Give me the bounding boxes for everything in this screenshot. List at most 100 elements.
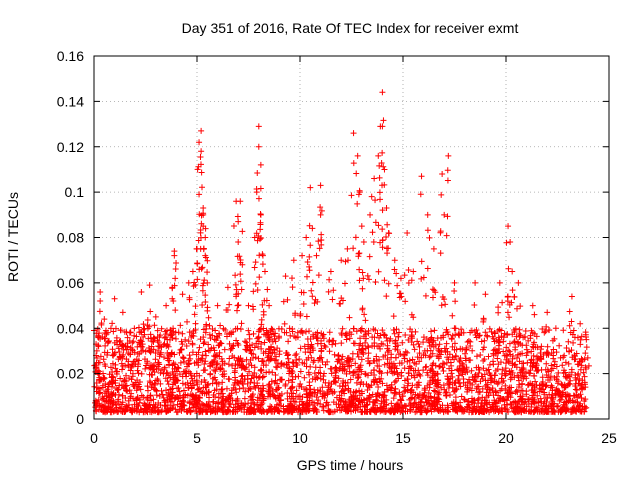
baseline-point xyxy=(168,386,175,393)
baseline-point xyxy=(523,346,530,353)
baseline-point xyxy=(517,404,524,411)
baseline-point xyxy=(99,395,106,402)
baseline-point xyxy=(453,385,460,392)
baseline-point xyxy=(445,384,452,391)
baseline-point xyxy=(259,374,266,381)
baseline-point xyxy=(149,371,156,378)
baseline-point xyxy=(523,352,530,359)
spike-point xyxy=(232,272,239,279)
baseline-point xyxy=(306,328,313,335)
baseline-point xyxy=(138,370,145,377)
baseline-point xyxy=(305,402,312,409)
baseline-point xyxy=(486,361,493,368)
spike-point xyxy=(235,302,242,309)
baseline-point xyxy=(322,379,329,386)
baseline-point xyxy=(451,346,458,353)
baseline-point xyxy=(155,365,162,372)
baseline-point xyxy=(530,352,537,359)
baseline-point xyxy=(407,387,414,394)
spike-point xyxy=(417,191,424,198)
baseline-point xyxy=(138,392,145,399)
baseline-point xyxy=(544,395,551,402)
spike-point xyxy=(265,350,272,357)
baseline-point xyxy=(524,349,531,356)
baseline-point xyxy=(460,379,467,386)
spike-point xyxy=(582,366,589,373)
baseline-point xyxy=(174,385,181,392)
baseline-point xyxy=(186,329,193,336)
baseline-point xyxy=(263,362,270,369)
baseline-point xyxy=(538,366,545,373)
baseline-point xyxy=(402,332,409,339)
baseline-point xyxy=(199,407,206,414)
baseline-point xyxy=(111,351,118,358)
baseline-point xyxy=(509,353,516,360)
baseline-point xyxy=(212,368,219,375)
spike-point xyxy=(379,207,386,214)
baseline-point xyxy=(516,397,523,404)
baseline-point xyxy=(148,409,155,416)
spike-point xyxy=(509,287,516,294)
baseline-point xyxy=(332,364,339,371)
baseline-point xyxy=(436,341,443,348)
x-tick-label: 5 xyxy=(193,430,201,446)
baseline-point xyxy=(494,366,501,373)
spike-point xyxy=(503,239,510,246)
baseline-point xyxy=(401,402,408,409)
baseline-point xyxy=(155,339,162,346)
spike-point xyxy=(452,298,459,305)
spike-point xyxy=(306,222,313,229)
baseline-point xyxy=(482,382,489,389)
baseline-point xyxy=(261,339,268,346)
baseline-point xyxy=(203,401,210,408)
baseline-point xyxy=(434,401,441,408)
spike-point xyxy=(232,281,239,288)
baseline-point xyxy=(196,344,203,351)
spike-point xyxy=(418,258,425,265)
baseline-point xyxy=(495,398,502,405)
spike-point xyxy=(197,245,204,252)
baseline-point xyxy=(142,365,149,372)
x-tick-label: 15 xyxy=(395,430,411,446)
baseline-point xyxy=(555,402,562,409)
baseline-point xyxy=(180,394,187,401)
baseline-point xyxy=(172,329,179,336)
x-tick-label: 0 xyxy=(90,430,98,446)
baseline-point xyxy=(286,368,293,375)
baseline-point xyxy=(422,352,429,359)
spike-point xyxy=(185,338,192,345)
spike-point xyxy=(471,301,478,308)
baseline-point xyxy=(298,384,305,391)
baseline-point xyxy=(451,340,458,347)
baseline-point xyxy=(523,391,530,398)
baseline-point xyxy=(374,343,381,350)
baseline-point xyxy=(544,366,551,373)
baseline-point xyxy=(582,384,589,391)
spike-point xyxy=(384,250,391,257)
baseline-point xyxy=(200,384,207,391)
baseline-point xyxy=(182,336,189,343)
baseline-point xyxy=(434,390,441,397)
baseline-point xyxy=(307,363,314,370)
baseline-point xyxy=(381,361,388,368)
baseline-point xyxy=(114,386,121,393)
baseline-point xyxy=(470,405,477,412)
baseline-point xyxy=(494,350,501,357)
spike-point xyxy=(438,302,445,309)
baseline-point xyxy=(356,397,363,404)
data-point xyxy=(383,205,390,212)
spike-point xyxy=(306,263,313,270)
baseline-point xyxy=(97,389,104,396)
baseline-point xyxy=(150,384,157,391)
baseline-point xyxy=(241,375,248,382)
baseline-point xyxy=(540,408,547,415)
baseline-point xyxy=(233,389,240,396)
baseline-point xyxy=(486,325,493,332)
baseline-point xyxy=(489,333,496,340)
baseline-point xyxy=(179,354,186,361)
baseline-point xyxy=(346,362,353,369)
baseline-point xyxy=(251,401,258,408)
baseline-point xyxy=(388,351,395,358)
spike-point xyxy=(150,334,157,341)
baseline-point xyxy=(299,330,306,337)
